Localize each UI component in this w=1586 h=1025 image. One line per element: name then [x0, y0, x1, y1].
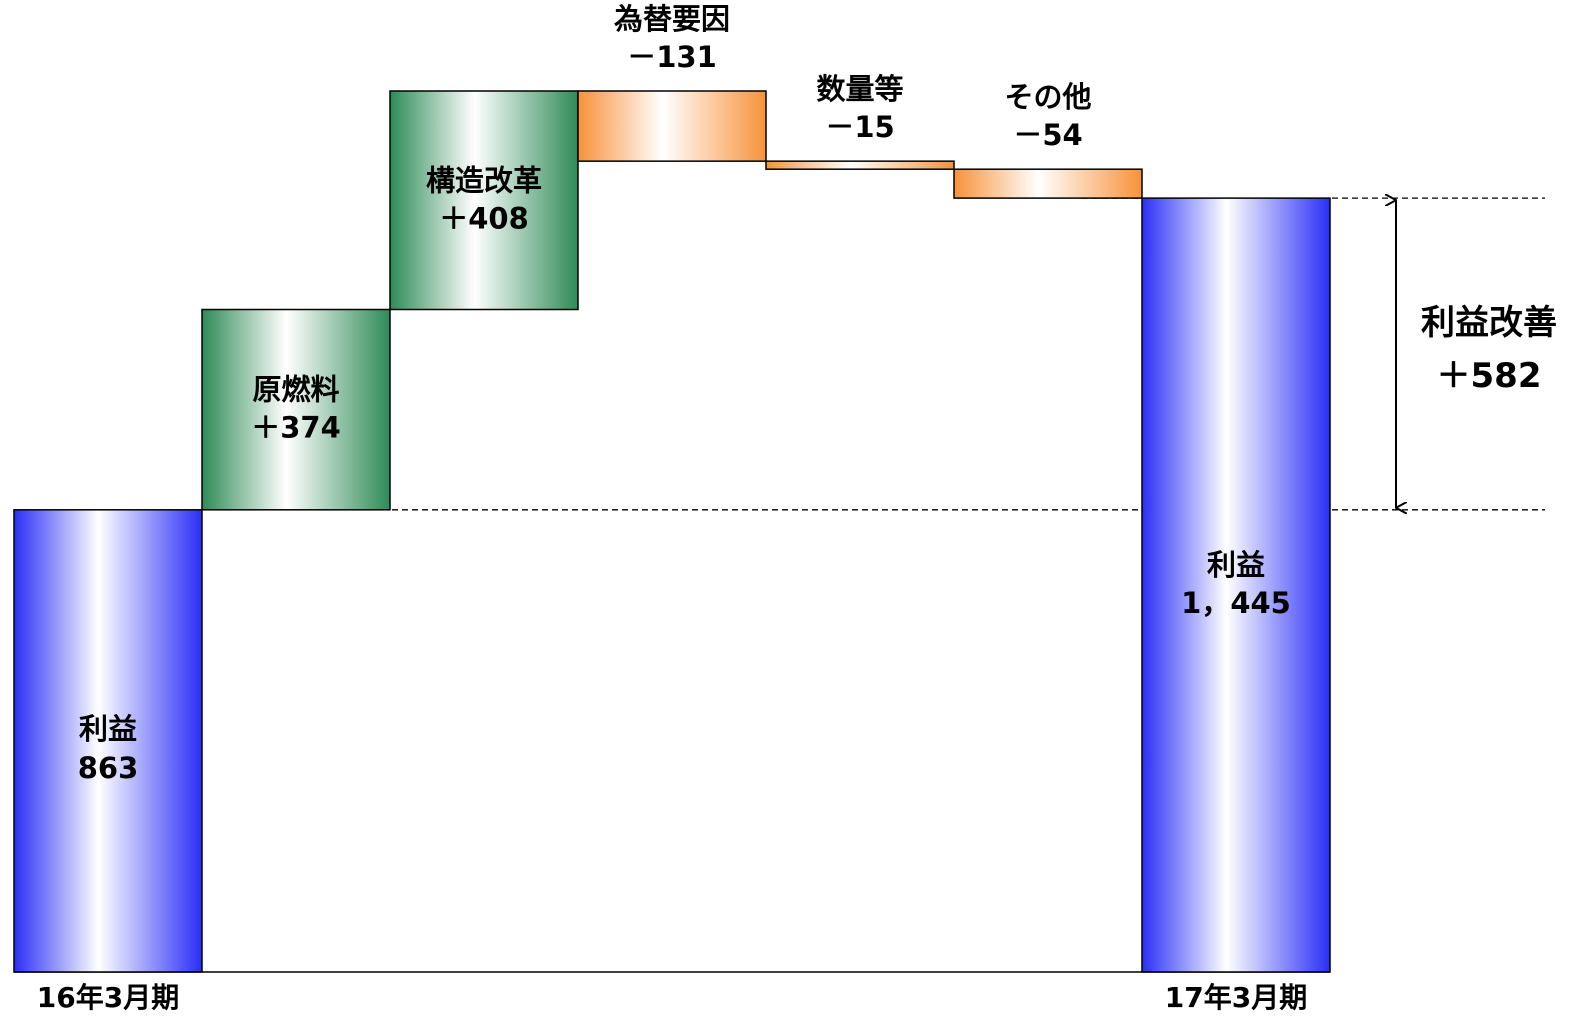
- bar-6-value-label: －54: [1013, 118, 1082, 152]
- bar-7-name-label: 利益: [1207, 548, 1265, 582]
- bar-2: [201, 308, 391, 511]
- bar-6: [953, 168, 1143, 199]
- bar-7: [1141, 197, 1331, 973]
- x-label-1: 16年3月期: [37, 981, 179, 1014]
- bar-6-name-label: その他: [1004, 80, 1091, 114]
- bar-3-value-label: ＋408: [439, 201, 529, 235]
- bar-4-value-label: －131: [627, 40, 717, 74]
- bar-1-name-label: 利益: [79, 712, 137, 746]
- labels-layer: 利益 863 16年3月期 原燃料 ＋374 構造改革 ＋408 為替要因 －131 数量等 －15…: [37, 2, 1307, 1014]
- bar-3-name-label: 構造改革: [426, 163, 542, 197]
- bar-7-value-label: 1，445: [1181, 586, 1291, 620]
- bar-5-name-label: 数量等: [816, 72, 903, 106]
- bar-4-name-label: 為替要因: [614, 2, 730, 36]
- bar-3: [389, 90, 579, 311]
- bar-2-value-label: ＋374: [251, 411, 341, 445]
- annotation-name-label: 利益改善: [1421, 303, 1557, 343]
- annotation-value-label: ＋582: [1437, 356, 1542, 396]
- bars-layer: [13, 90, 1331, 973]
- bar-5-value-label: －15: [825, 110, 894, 144]
- bar-2-name-label: 原燃料: [252, 373, 339, 407]
- x-label-7: 17年3月期: [1165, 981, 1307, 1014]
- bar-5: [765, 160, 955, 170]
- bar-1: [13, 509, 203, 973]
- bar-1-value-label: 863: [78, 751, 139, 785]
- annotation-layer: 利益改善 ＋582: [1396, 200, 1557, 508]
- bar-4: [577, 90, 767, 162]
